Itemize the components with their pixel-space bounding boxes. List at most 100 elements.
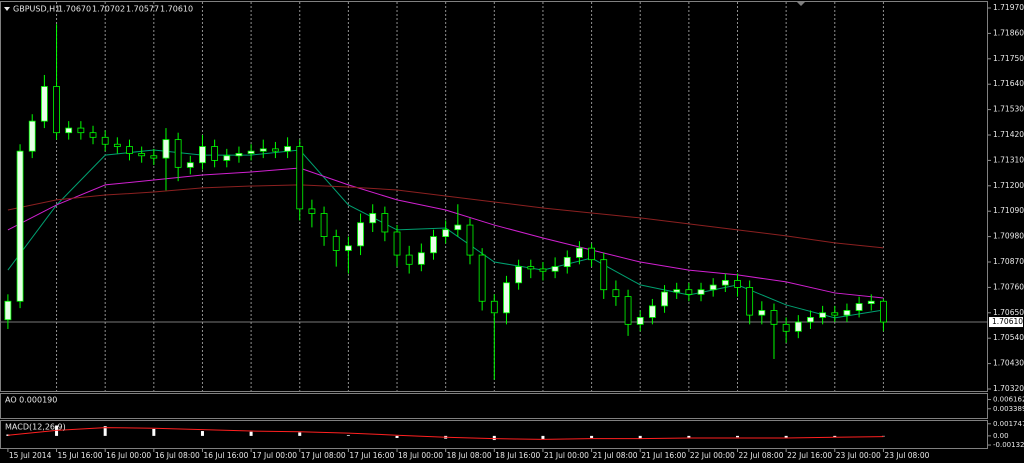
panel-title: MACD(12,26,9) — [5, 423, 66, 432]
panel-y-tick-label: -0.00132 — [993, 441, 1024, 449]
y-tick-label: 1.70870 — [993, 257, 1024, 266]
x-tick-label: 16 Jul 08:00 — [155, 451, 200, 460]
x-tick-label: 18 Jul 08:00 — [447, 451, 492, 460]
macd-bar — [736, 435, 740, 438]
candle-body — [272, 148, 279, 152]
candle-body — [880, 300, 887, 323]
candle-body — [770, 310, 778, 325]
candle-body — [503, 282, 510, 314]
x-tick-label: 23 Jul 00:00 — [836, 451, 881, 460]
candle-body — [490, 300, 498, 314]
macd-bar — [638, 435, 642, 439]
y-tick-label: 1.71860 — [993, 28, 1024, 37]
macd-frame — [0, 420, 988, 449]
macd-bar — [881, 435, 885, 437]
y-tick-label: 1.71750 — [993, 54, 1024, 63]
y-tick-label: 1.71420 — [993, 130, 1024, 139]
macd-bar — [200, 431, 204, 436]
x-tick-label: 17 Jul 08:00 — [301, 451, 346, 460]
y-tick-label: 1.71530 — [993, 105, 1024, 114]
candle-body — [782, 323, 790, 332]
ma-line — [7, 184, 884, 249]
candle-body — [4, 300, 12, 321]
x-tick-label: 22 Jul 00:00 — [690, 451, 735, 460]
candle-body — [709, 284, 717, 291]
macd-bar — [6, 434, 10, 436]
x-tick-label: 21 Jul 08:00 — [593, 451, 638, 460]
header-value: 1.70577 — [126, 5, 159, 14]
header-value: 1.70702 — [92, 5, 125, 14]
x-tick-label: 16 Jul 00:00 — [106, 451, 151, 460]
candle-body — [527, 266, 535, 270]
candle-body — [794, 321, 802, 332]
candle-body — [296, 146, 304, 210]
candle-body — [174, 139, 182, 168]
candle-body — [40, 86, 48, 122]
candle-body — [357, 222, 364, 247]
candle-body — [369, 213, 377, 224]
candle-body — [648, 305, 656, 318]
header-value: 1.70670 — [58, 5, 91, 14]
candle-body — [381, 213, 389, 233]
candle-body — [308, 208, 316, 214]
candle-body — [685, 289, 693, 295]
x-tick-label: 21 Jul 00:00 — [544, 451, 589, 460]
macd-signal — [7, 427, 884, 440]
macd-bar — [687, 435, 691, 438]
candle-body — [332, 236, 340, 251]
candle-body — [843, 310, 851, 316]
x-tick-label: 21 Jul 16:00 — [641, 451, 686, 460]
candle-body — [101, 136, 109, 145]
current-price-box — [989, 317, 1023, 328]
candle-body — [28, 120, 36, 152]
candle-body — [478, 254, 486, 302]
candle-body — [612, 289, 620, 298]
candle-body — [344, 245, 352, 251]
candle-body — [284, 146, 291, 152]
x-tick-label: 16 Jul 16:00 — [203, 451, 248, 460]
candle-body — [624, 296, 632, 325]
candle-body — [247, 150, 255, 154]
candle-body — [661, 291, 668, 307]
candle-body — [199, 146, 206, 164]
y-tick-label: 1.71310 — [993, 155, 1024, 164]
symbol-arrow — [4, 7, 10, 11]
candle-body — [89, 132, 97, 138]
ao-frame — [0, 393, 988, 419]
candle-body — [673, 289, 681, 293]
candle-body — [600, 259, 608, 291]
candle-body — [867, 300, 875, 304]
candle-body — [138, 153, 146, 157]
y-tick-label: 1.71090 — [993, 206, 1024, 215]
candle-body — [758, 310, 766, 316]
candle-body — [442, 229, 450, 238]
candle-body — [113, 143, 121, 147]
macd-bar — [346, 435, 350, 436]
chart-title: GBPUSD,H1 — [13, 5, 60, 14]
candle-body — [746, 286, 754, 316]
macd-bar — [103, 426, 107, 436]
candle-body — [636, 317, 644, 325]
candle-body — [697, 289, 705, 295]
candle-body — [831, 312, 839, 316]
candle-body — [393, 231, 401, 256]
candle-body — [162, 139, 170, 159]
candle-body — [576, 247, 583, 258]
candle-body — [721, 280, 729, 286]
candle-body — [454, 224, 462, 231]
x-tick-label: 17 Jul 00:00 — [252, 451, 297, 460]
y-tick-label: 1.70320 — [993, 384, 1024, 393]
candle-body — [223, 155, 231, 161]
candle-body — [150, 155, 158, 159]
candle-body — [855, 303, 863, 311]
candle-body — [186, 162, 194, 168]
candle-body — [53, 86, 60, 134]
x-tick-label: 18 Jul 00:00 — [398, 451, 443, 460]
y-tick-label: 1.71640 — [993, 79, 1024, 88]
candle-body — [16, 150, 24, 302]
candle-body — [807, 317, 814, 323]
candle-body — [211, 146, 219, 161]
macd-bar — [395, 435, 399, 438]
